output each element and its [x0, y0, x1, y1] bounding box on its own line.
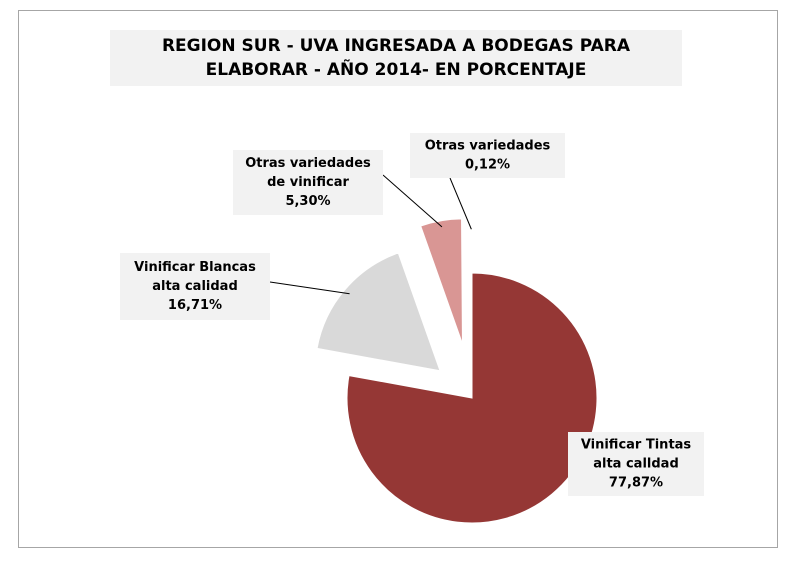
leader-line: [449, 177, 472, 230]
label-box: [568, 432, 704, 496]
chart-frame: [18, 10, 778, 548]
label-box: [233, 150, 383, 215]
data-label: Vinificar Blancas: [134, 260, 256, 275]
pie-slice: [316, 252, 441, 372]
data-label: alta calidad: [152, 279, 238, 294]
data-label-value: 77,87%: [609, 476, 663, 491]
pie-slice: [420, 218, 463, 344]
pie-slice: [346, 272, 598, 524]
label-box: [120, 253, 270, 320]
leader-line: [382, 174, 443, 228]
data-label-value: 0,12%: [465, 158, 510, 173]
data-label: de vinificar: [267, 175, 349, 190]
data-label: alta calldad: [593, 457, 679, 472]
chart-title: REGION SUR - UVA INGRESADA A BODEGAS PAR…: [110, 30, 682, 86]
data-label: Vinificar Tintas: [581, 438, 692, 453]
pie-slice: [470, 222, 473, 349]
label-box: [410, 133, 565, 178]
leader-line: [269, 281, 350, 295]
data-label-value: 16,71%: [168, 298, 222, 313]
data-label-value: 5,30%: [285, 194, 330, 209]
data-label: Otras variedades: [425, 139, 551, 154]
data-label: Otras variedades: [245, 156, 371, 171]
